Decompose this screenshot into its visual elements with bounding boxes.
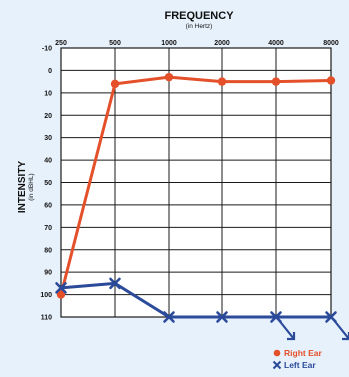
chart-subtitle: (in Hertz) — [186, 23, 213, 30]
y-tick-label: 80 — [44, 247, 52, 254]
y-tick-label: 100 — [40, 292, 52, 299]
y-axis-subtitle: (in dBHL) — [28, 173, 35, 200]
y-tick-label: 0 — [48, 68, 52, 75]
x-tick-label: 250 — [55, 40, 67, 47]
y-tick-label: 40 — [44, 158, 52, 165]
no-response-arrowhead — [287, 332, 296, 341]
series-line — [60, 281, 331, 319]
series-layer — [55, 72, 349, 341]
legend-label: Right Ear — [284, 348, 322, 358]
x-tick-label: 500 — [109, 40, 121, 47]
x-tick-label: 1000 — [161, 40, 177, 47]
data-point-x — [216, 311, 228, 323]
y-tick-label: 90 — [44, 270, 52, 277]
legend-label: Left Ear — [284, 360, 316, 370]
no-response-arrow — [277, 318, 295, 340]
grid — [60, 47, 332, 318]
y-tick-label: 50 — [44, 180, 52, 187]
no-response-arrowhead — [342, 332, 349, 341]
y-tick-label: -10 — [42, 46, 52, 53]
data-point-circle — [56, 290, 66, 299]
data-point-x — [163, 311, 175, 323]
y-tick-label: 20 — [44, 113, 52, 120]
y-tick-label: 60 — [44, 202, 52, 209]
data-point-x — [55, 282, 67, 294]
y-axis-title: INTENSITY — [17, 161, 28, 214]
no-response-arrow — [332, 318, 349, 340]
data-point-circle — [217, 77, 227, 86]
series-line — [59, 75, 332, 295]
data-point-circle — [326, 76, 336, 85]
x-tick-label: 4000 — [268, 40, 284, 47]
x-tick-label: 8000 — [323, 40, 339, 47]
data-point-circle — [271, 77, 281, 86]
legend: Right Ear Left Ear — [272, 348, 322, 370]
x-tick-label: 2000 — [214, 40, 230, 47]
data-point-circle — [164, 72, 174, 82]
data-point-x — [109, 277, 121, 290]
y-tick-label: 110 — [41, 315, 52, 322]
y-tick-labels: -10 0 10 20 30 40 50 60 70 80 90 100 110 — [40, 46, 52, 322]
y-axis-label: INTENSITY (in dBHL) — [17, 161, 35, 214]
legend-marker-circle — [273, 349, 281, 357]
x-tick-labels: 250 500 1000 2000 4000 8000 — [55, 40, 339, 47]
y-tick-label: 70 — [44, 225, 52, 232]
data-point-circle — [110, 79, 120, 89]
legend-marker-x — [272, 360, 282, 370]
y-tick-label: 30 — [44, 135, 52, 142]
y-tick-label: 10 — [44, 90, 52, 97]
chart-title: FREQUENCY — [164, 10, 234, 22]
